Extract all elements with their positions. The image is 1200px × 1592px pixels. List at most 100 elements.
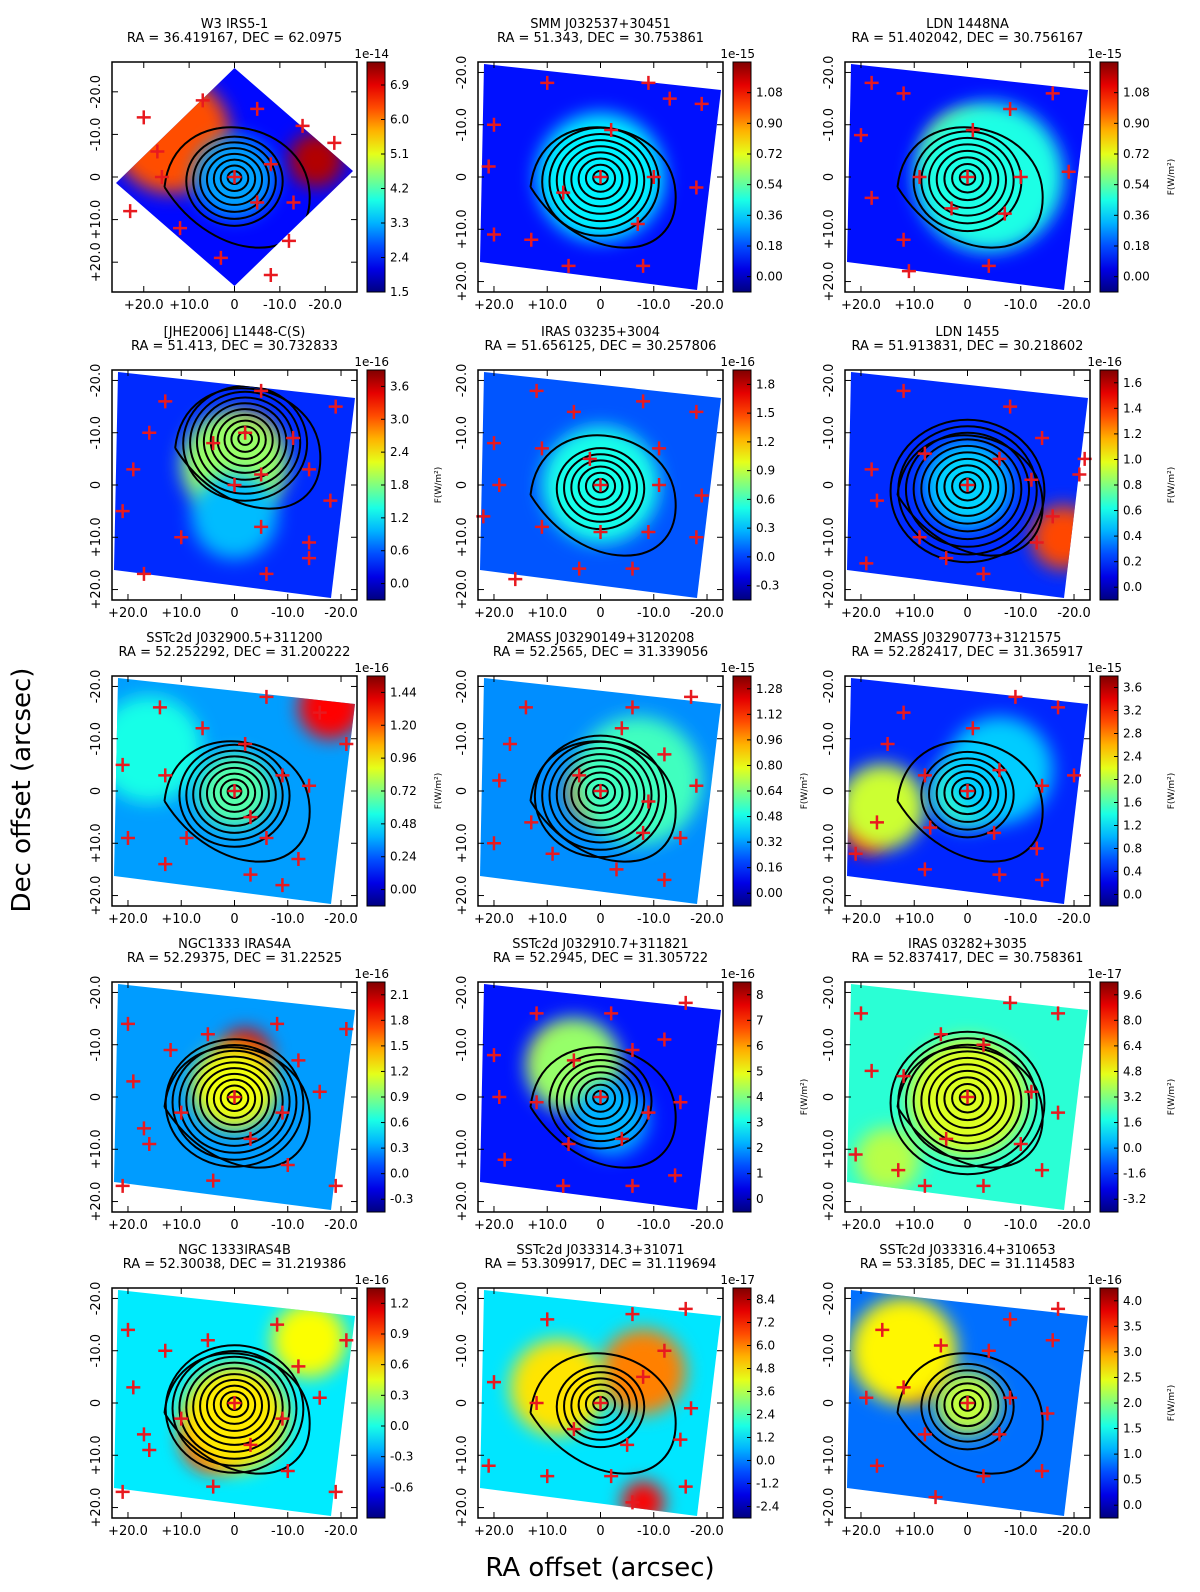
contour-line [529, 1352, 677, 1475]
contour-line [563, 145, 638, 215]
contour-line [928, 451, 1007, 525]
marker-plus [227, 1396, 242, 1410]
intensity-blob [850, 1297, 957, 1404]
x-tick-label: 0 [230, 298, 238, 313]
marker-plus [960, 1396, 975, 1410]
colorbar-tick-label: 2.1 [390, 988, 409, 1002]
x-tick-label: -10.0 [637, 606, 671, 621]
marker-plus [657, 1032, 672, 1047]
y-tick-label: -10.0 [455, 1028, 470, 1062]
y-tick-label: -10.0 [455, 722, 470, 756]
panel-subtitle: RA = 52.282417, DEC = 31.365917 [852, 645, 1084, 660]
marker-plus [302, 778, 317, 793]
marker-plus [572, 561, 587, 576]
marker-plus [295, 118, 310, 133]
y-tick-label: +20.0 [455, 1182, 470, 1222]
colorbar-exponent: 1e-16 [354, 661, 389, 675]
panel-title: NGC 1333IRAS4B [178, 1243, 291, 1258]
marker-plus [1029, 535, 1044, 550]
panel-subtitle: RA = 52.30038, DEC = 31.219386 [123, 1257, 347, 1272]
x-tick-label: -20.0 [324, 1218, 358, 1233]
intensity-blob [181, 1365, 288, 1472]
contour-line [935, 763, 1000, 823]
y-tick-label: 0 [455, 481, 470, 489]
contour-line [920, 1056, 1015, 1145]
y-tick-label: -10.0 [455, 1334, 470, 1368]
contour-line [584, 777, 617, 807]
x-tick-label: -10.0 [271, 606, 305, 621]
contour-line [212, 1078, 257, 1119]
colorbar-label: F(W/m²) [434, 467, 444, 504]
colorbar-tick-label: 0.18 [756, 239, 783, 253]
marker-plus [896, 705, 911, 720]
y-tick-label: 0 [822, 481, 837, 489]
contour-line [896, 1046, 1044, 1169]
colorbar-tick-label: 0.8 [1123, 478, 1142, 492]
x-tick-label: +10.0 [894, 1524, 934, 1539]
marker-plus [486, 1048, 501, 1063]
y-tick-label: -20.0 [89, 670, 104, 704]
marker-plus [923, 820, 938, 835]
marker-plus [896, 232, 911, 247]
panel-title: IRAS 03235+3004 [541, 325, 660, 340]
marker-plus [291, 1359, 306, 1374]
contour-line [529, 740, 677, 863]
contour-line [912, 438, 1023, 541]
contour-line [555, 139, 646, 223]
marker-plus [327, 135, 342, 150]
marker-plus [678, 1479, 693, 1494]
colorbar-tick-label: 0.72 [1123, 147, 1150, 161]
marker-plus [1045, 1333, 1060, 1348]
marker-plus [1061, 164, 1076, 179]
colorbar-tick-label: -2.4 [756, 1500, 779, 1514]
contour-line [570, 1377, 631, 1434]
marker-plus [614, 721, 629, 736]
contour-line [171, 1044, 298, 1161]
marker-plus [593, 1090, 608, 1104]
marker-plus [561, 258, 576, 273]
colorbar-tick-label: 1.8 [756, 377, 775, 391]
colorbar-tick-label: -0.3 [756, 579, 779, 593]
x-tick-label: +10.0 [894, 1218, 934, 1233]
colorbar-tick-label: 1.5 [390, 285, 409, 299]
marker-plus [960, 784, 975, 798]
x-tick-label: -10.0 [637, 912, 671, 927]
marker-plus [275, 1105, 290, 1120]
marker-plus [556, 185, 571, 200]
y-tick-label: 0 [822, 1399, 837, 1407]
colorbar-tick-label: 1 [756, 1167, 764, 1181]
marker-plus [864, 1063, 879, 1078]
colorbar-label: F(W/m²) [800, 773, 810, 810]
marker-plus [673, 1095, 688, 1110]
y-tick-label: 0 [89, 1399, 104, 1407]
colorbar-tick-label: 0 [756, 1192, 764, 1206]
colorbar-exponent: 1e-15 [1087, 47, 1122, 61]
marker-plus [620, 1437, 635, 1452]
x-tick-label: +20.0 [124, 298, 164, 313]
intensity-map [114, 372, 355, 598]
colorbar-label: F(W/m²) [1167, 1385, 1177, 1422]
marker-plus [636, 1369, 651, 1384]
colorbar-tick-label: 3.6 [390, 379, 409, 393]
colorbar-tick-label: 0.6 [1123, 504, 1142, 518]
contour-line [212, 158, 257, 199]
colorbar-tick-label: 0.0 [1123, 888, 1142, 902]
y-tick-label: +20.0 [822, 876, 837, 916]
marker-plus [142, 1137, 157, 1152]
contour-line [577, 1383, 624, 1427]
marker-plus [502, 736, 517, 751]
marker-plus [281, 233, 296, 248]
contour-line [171, 1350, 298, 1467]
marker-plus [689, 778, 704, 793]
colorbar-tick-label: 1.8 [390, 478, 409, 492]
contour-line [920, 136, 1015, 225]
marker-plus [694, 488, 709, 503]
marker-plus [481, 159, 496, 174]
marker-plus [933, 1338, 948, 1353]
colorbar-tick-label: 3.2 [1123, 1090, 1142, 1104]
marker-plus [195, 93, 210, 108]
panel-title: IRAS 03282+3035 [908, 937, 1027, 952]
marker-plus [673, 831, 688, 846]
